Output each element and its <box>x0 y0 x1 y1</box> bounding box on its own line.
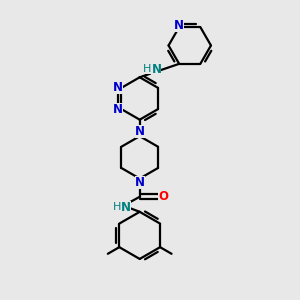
Text: N: N <box>121 201 131 214</box>
Text: N: N <box>113 81 123 94</box>
Text: H: H <box>113 202 121 212</box>
Text: O: O <box>158 190 168 203</box>
Text: N: N <box>152 63 161 76</box>
Text: N: N <box>174 19 184 32</box>
Text: H: H <box>143 64 151 74</box>
Text: N: N <box>113 103 123 116</box>
Text: N: N <box>135 176 145 190</box>
Text: N: N <box>135 125 145 138</box>
